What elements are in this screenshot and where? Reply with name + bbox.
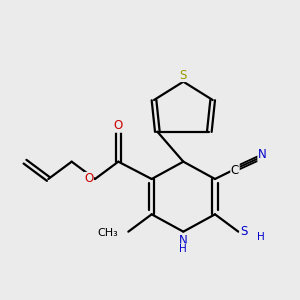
Text: O: O [114,119,123,132]
Text: O: O [84,172,93,185]
Text: S: S [240,225,247,238]
Text: C: C [231,164,239,176]
Text: N: N [179,233,188,247]
Text: S: S [180,68,187,82]
Text: H: H [179,244,187,254]
Text: CH₃: CH₃ [98,228,118,238]
Text: N: N [258,148,267,161]
Text: H: H [257,232,264,242]
